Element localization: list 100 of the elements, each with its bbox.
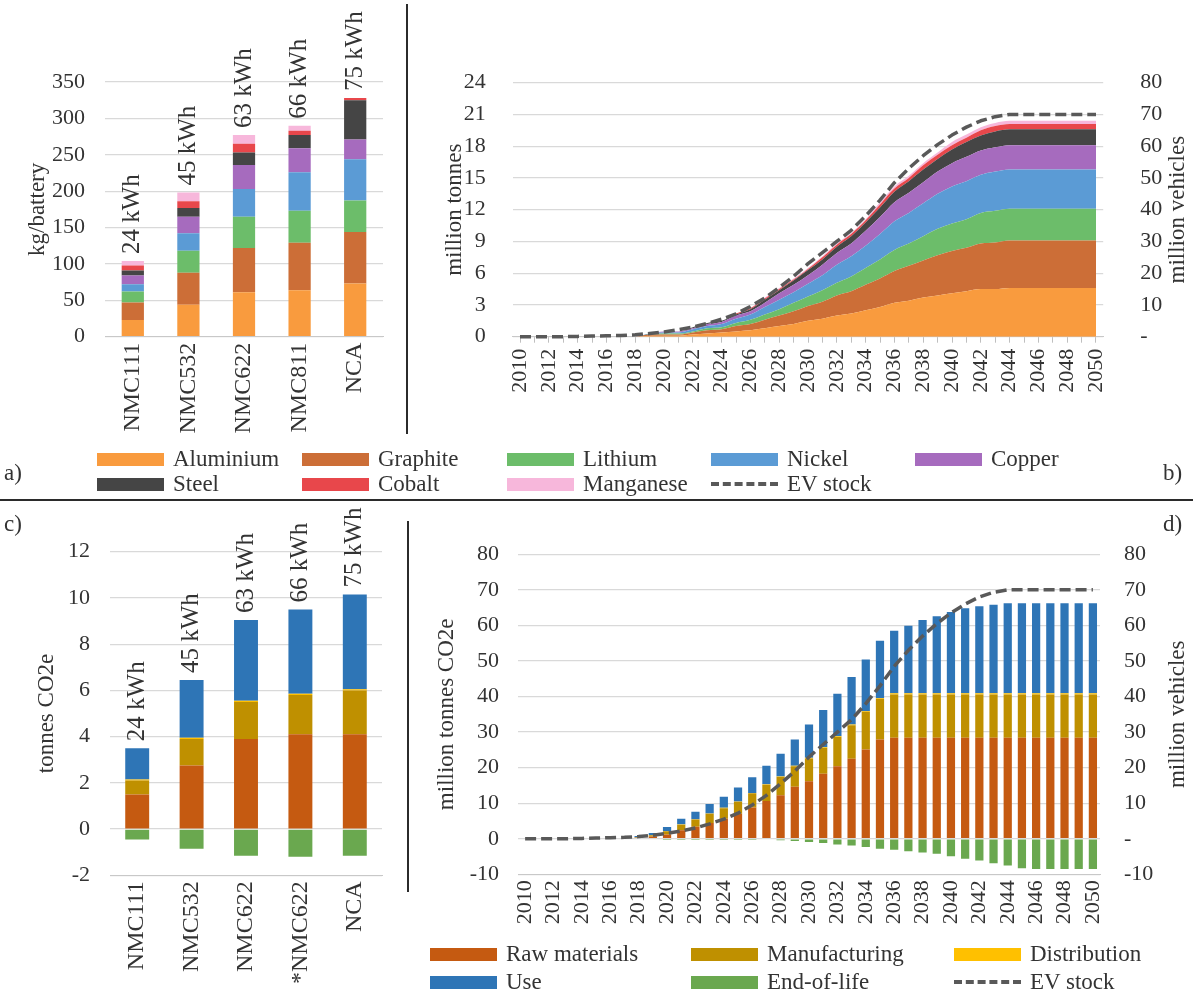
x-tick-label: 2038	[908, 348, 934, 393]
x-tick-label: 2018	[624, 880, 650, 925]
y-axis-title: million tonnes CO2e	[433, 618, 459, 811]
y-tick-label: 24	[463, 68, 486, 94]
text: c)	[4, 511, 22, 537]
x-tick-label: 2044	[995, 348, 1021, 393]
y-tick-label: 2	[79, 768, 90, 794]
legend-label: End-of-life	[767, 969, 870, 995]
annotation: 63 kWh	[228, 47, 256, 129]
x-tick-label: 2044	[993, 880, 1019, 925]
y-tick-label: 6	[79, 676, 90, 702]
y2-tick-label: 50	[1140, 163, 1163, 189]
x-tick-label: 2010	[510, 880, 536, 925]
y-axis-title: kg/battery	[24, 162, 50, 256]
y2-tick-label: 10	[1124, 788, 1146, 814]
x-tick-label: *NMC622	[285, 881, 312, 984]
annotation: 63 kWh	[230, 532, 258, 613]
y-tick-label: 200	[52, 176, 85, 202]
x-tick-label: 2038	[908, 880, 934, 925]
text: b)	[1163, 460, 1183, 486]
y-tick-label: 50	[63, 286, 85, 312]
x-tick-label: 2040	[937, 348, 963, 393]
y-tick-label: 30	[477, 717, 499, 743]
y-tick-label: 12	[68, 537, 90, 563]
y-tick-label: 60	[477, 611, 499, 637]
y2-tick-label: 70	[1124, 575, 1146, 601]
x-tick-label: 2040	[936, 880, 962, 925]
y2-tick-label: 60	[1124, 611, 1146, 637]
y-axis-title: tonnes CO2e	[33, 653, 59, 774]
y2-tick-label: 40	[1140, 195, 1163, 221]
x-tick-label: 2012	[534, 348, 560, 393]
y-tick-label: 10	[68, 583, 90, 609]
legend-label: Steel	[173, 471, 219, 497]
y-tick-label: 50	[477, 646, 499, 672]
legend-label: Manganese	[583, 471, 688, 497]
y2-tick-label: -	[1140, 322, 1148, 348]
x-tick-label: 2034	[851, 348, 877, 393]
x-tick-label: 2046	[1024, 348, 1050, 393]
legend-label: Manufacturing	[767, 941, 904, 967]
y-tick-label: 0	[474, 322, 486, 348]
legend-label: Copper	[991, 446, 1059, 472]
y2-tick-label: 30	[1124, 717, 1146, 743]
y2-tick-label: -	[1124, 824, 1132, 850]
annotation: 66 kWh	[284, 522, 312, 603]
y2-tick-label: 30	[1140, 227, 1163, 253]
legend-label: Aluminium	[173, 446, 280, 472]
x-tick-label: 2024	[709, 880, 735, 925]
y2-tick-label: 40	[1124, 682, 1146, 708]
x-tick-label: 2020	[652, 880, 678, 925]
y-tick-label: 300	[52, 104, 85, 130]
x-tick-label: NCA	[340, 880, 367, 932]
y-tick-label: -10	[469, 860, 499, 886]
y-tick-label: 3	[474, 290, 486, 316]
x-tick-label: 2014	[563, 348, 589, 393]
x-tick-label: 2016	[596, 880, 622, 925]
legend-label: Distribution	[1030, 941, 1142, 967]
text: a)	[4, 460, 22, 486]
x-tick-label: NMC811	[284, 342, 311, 433]
y-tick-label: 10	[477, 788, 499, 814]
y-tick-label: 6	[474, 258, 486, 284]
x-tick-label: 2048	[1050, 880, 1076, 925]
x-tick-label: 2020	[649, 348, 675, 393]
y-tick-label: 70	[477, 575, 499, 601]
y-tick-label: 8	[79, 629, 90, 655]
x-tick-label: NCA	[340, 342, 367, 394]
x-tick-label: 2042	[965, 880, 991, 925]
y2-tick-label: 70	[1140, 100, 1163, 126]
y2-tick-label: 50	[1124, 646, 1146, 672]
x-tick-label: 2036	[880, 348, 906, 393]
y-tick-label: 21	[463, 100, 486, 126]
y-tick-label: -2	[71, 861, 90, 887]
x-tick-label: 2028	[764, 348, 790, 393]
y-tick-label: 9	[474, 227, 486, 253]
legend-label: EV stock	[1030, 969, 1115, 995]
y2-tick-label: 80	[1124, 540, 1146, 566]
x-tick-label: 2032	[823, 880, 849, 925]
y-tick-label: 40	[477, 682, 499, 708]
y-tick-label: 4	[79, 722, 90, 748]
legend-label: Graphite	[378, 446, 459, 472]
x-tick-label: 2018	[620, 348, 646, 393]
y-tick-label: 350	[52, 67, 85, 93]
y-tick-label: 0	[79, 814, 90, 840]
y2-tick-label: 20	[1124, 753, 1146, 779]
x-tick-label: NMC622	[229, 342, 256, 434]
y2-axis-title: million vehicles	[1164, 135, 1190, 284]
y-tick-label: 0	[488, 824, 499, 850]
x-tick-label: NMC532	[176, 881, 203, 972]
x-tick-label: 2048	[1052, 348, 1078, 393]
y2-tick-label: 20	[1140, 258, 1163, 284]
y2-tick-label: 60	[1140, 131, 1163, 157]
x-tick-label: 2024	[707, 348, 733, 393]
x-tick-label: 2010	[505, 348, 531, 393]
annotation: 45 kWh	[172, 105, 200, 186]
annotation: 66 kWh	[284, 38, 312, 119]
y-tick-label: 20	[477, 753, 499, 779]
y2-tick-label: -10	[1124, 860, 1154, 886]
annotation: 24 kWh	[121, 660, 149, 742]
x-tick-label: NMC111	[122, 881, 149, 971]
x-tick-label: 2016	[592, 348, 618, 393]
x-tick-label: 2030	[793, 348, 819, 393]
